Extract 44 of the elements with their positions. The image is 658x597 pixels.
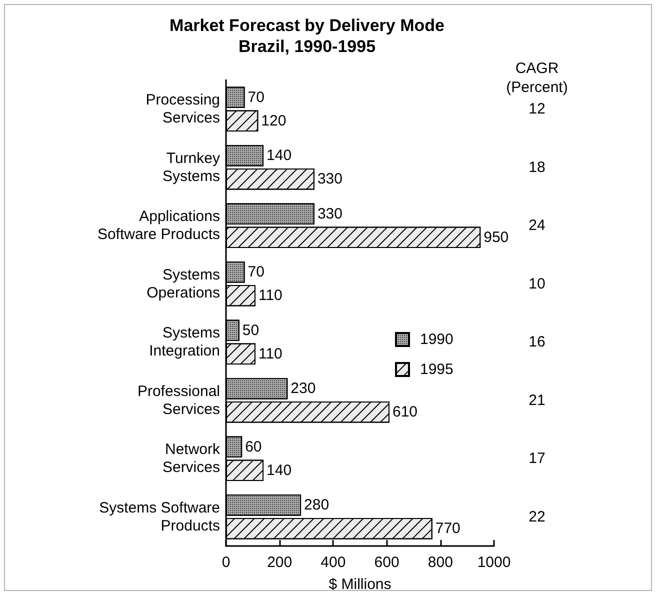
text: 10	[528, 275, 546, 292]
data-label: 70	[248, 264, 264, 281]
x-tick-label: 200	[267, 554, 292, 571]
text: 16	[528, 334, 546, 351]
y-tick-label: Network Services	[162, 441, 220, 476]
y-tick-label: Applications Software Products	[97, 208, 220, 244]
x-axis-title: $ Millions	[328, 576, 392, 593]
chart-subtitle: Brazil, 1990-1995	[238, 37, 376, 56]
text: CAGR (Percent)	[506, 60, 568, 96]
x-tick-label: 0	[222, 554, 230, 571]
data-label: 330	[317, 205, 342, 222]
data-label: 280	[304, 496, 330, 514]
legend-label: 1995	[420, 361, 454, 378]
data-label: 70	[248, 88, 264, 106]
y-tick-label: Systems Software Products	[99, 499, 220, 534]
data-label: 610	[392, 404, 418, 421]
text: 12	[528, 100, 546, 118]
text: 18	[528, 158, 546, 176]
data-label: 770	[435, 520, 460, 538]
x-tick-label: 600	[374, 554, 400, 571]
y-tick-label: Systems Integration	[149, 324, 220, 360]
y-tick-label: Professional Services	[137, 382, 220, 418]
data-label: 950	[484, 228, 509, 246]
data-label: 110	[258, 345, 282, 362]
y-tick-label: Turnkey Systems	[162, 150, 220, 185]
x-tick-label: 400	[320, 554, 346, 571]
y-tick-label: Systems Operations	[146, 266, 220, 302]
text: 22	[528, 508, 546, 526]
data-label: 60	[245, 438, 262, 456]
data-label: 140	[266, 462, 292, 479]
text: 17	[528, 450, 546, 468]
text: 24	[528, 217, 546, 234]
data-label: 120	[261, 112, 286, 130]
data-label: 140	[266, 147, 292, 164]
data-label: 110	[258, 287, 282, 304]
text: 21	[528, 392, 546, 409]
data-label: 330	[317, 170, 342, 188]
chart-title: Market Forecast by Delivery Mode	[170, 16, 444, 35]
data-label: 230	[290, 380, 316, 398]
legend-label: 1990	[420, 331, 454, 348]
y-tick-label: Processing Services	[146, 92, 220, 127]
data-label: 50	[242, 322, 260, 339]
x-tick-label: 800	[428, 554, 453, 571]
x-tick-label: 1000	[477, 554, 511, 571]
